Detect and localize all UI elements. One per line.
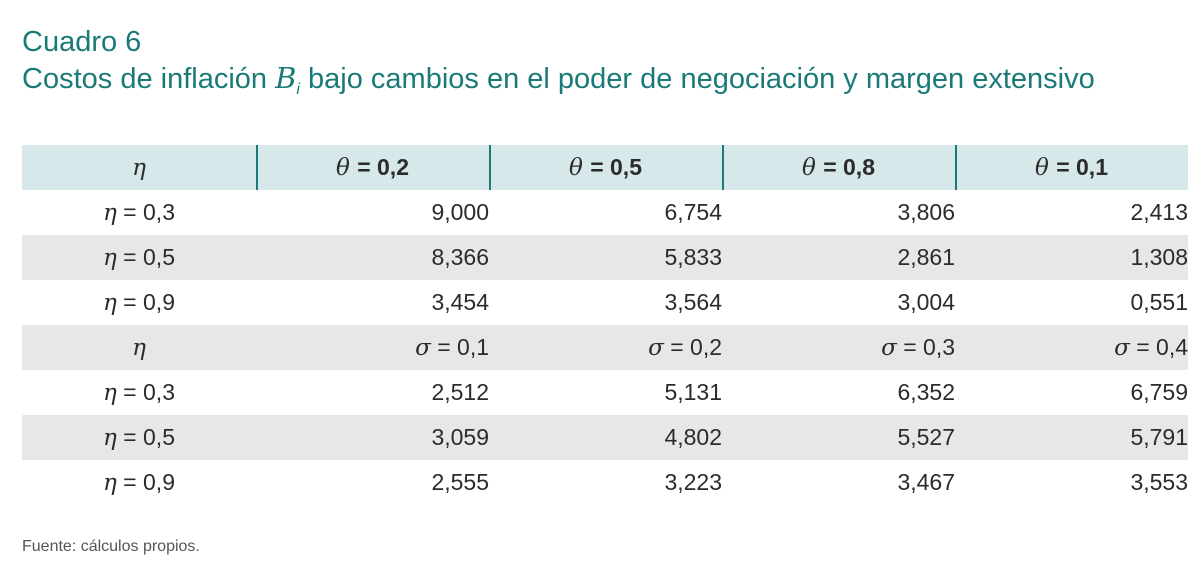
table-row: η = 0,5 8,366 5,833 2,861 1,308	[22, 235, 1188, 280]
table-cell: 0,551	[955, 280, 1188, 325]
header-cell: θ = 0,2	[256, 145, 489, 190]
table-row: η = 0,5 3,059 4,802 5,527 5,791	[22, 415, 1188, 460]
header-row: η θ = 0,2 θ = 0,5 θ = 0,8 θ = 0,1	[22, 145, 1188, 190]
table-cell: 6,352	[722, 370, 955, 415]
table-row: η = 0,9 2,555 3,223 3,467 3,553	[22, 460, 1188, 505]
table-cell: 4,802	[664, 424, 722, 450]
caption-title: Costos de inflación Bi bajo cambios en e…	[22, 60, 1095, 108]
subheader-cell: σ = 0,2	[648, 334, 722, 361]
table-caption: Cuadro 6 Costos de inflación Bi bajo cam…	[22, 24, 1095, 108]
caption-title-suffix: bajo cambios en el poder de negociación …	[308, 63, 1095, 95]
table-row: η = 0,9 3,454 3,564 3,004 0,551	[22, 280, 1188, 325]
table-cell: 6,759	[955, 370, 1188, 415]
table-cell: 2,555	[256, 460, 489, 505]
table-row: η = 0,3 2,512 5,131 6,352 6,759	[22, 370, 1188, 415]
table-cell: 3,467	[722, 460, 955, 505]
table-cell: 5,833	[664, 244, 722, 270]
inflation-costs-table: η θ = 0,2 θ = 0,5 θ = 0,8 θ = 0,1 η = 0,…	[22, 145, 1188, 505]
caption-symbol: B	[275, 61, 297, 95]
table-cell: 3,004	[722, 280, 955, 325]
table-cell: 3,553	[955, 460, 1188, 505]
table-cell: 2,512	[256, 370, 489, 415]
row-label: η = 0,3	[22, 190, 256, 235]
row-label: η = 0,9	[22, 280, 256, 325]
subheader-row-label: η	[132, 335, 146, 361]
table-cell: 3,806	[722, 190, 955, 235]
table-cell: 1,308	[1130, 244, 1188, 270]
row-label: η = 0,5	[103, 424, 175, 451]
header-cell: θ = 0,8	[722, 145, 955, 190]
table-cell: 2,413	[955, 190, 1188, 235]
table-cell: 3,454	[256, 280, 489, 325]
source-note: Fuente: cálculos propios.	[22, 538, 200, 555]
table-cell: 5,791	[1130, 424, 1188, 450]
row-label: η = 0,9	[22, 460, 256, 505]
table-cell: 3,564	[489, 280, 722, 325]
row-label: η = 0,3	[22, 370, 256, 415]
caption-subscript: i	[296, 81, 300, 98]
table-cell: 5,131	[489, 370, 722, 415]
table-cell: 5,527	[897, 424, 955, 450]
subheader-cell: σ = 0,4	[1114, 334, 1188, 361]
table-cell: 6,754	[489, 190, 722, 235]
table-row: η = 0,3 9,000 6,754 3,806 2,413	[22, 190, 1188, 235]
header-row-label: η	[132, 154, 146, 181]
header-cell: θ = 0,5	[489, 145, 722, 190]
table-cell: 3,223	[489, 460, 722, 505]
table-cell: 9,000	[256, 190, 489, 235]
subheader-cell: σ = 0,3	[881, 334, 955, 361]
row-label: η = 0,5	[103, 244, 175, 271]
caption-title-prefix: Costos de inflación	[22, 63, 268, 95]
table-cell: 8,366	[431, 244, 489, 270]
header-cell: θ = 0,1	[955, 145, 1188, 190]
caption-label: Cuadro 6	[22, 26, 142, 58]
table-cell: 2,861	[897, 244, 955, 270]
subheader-row: η σ = 0,1 σ = 0,2 σ = 0,3 σ = 0,4	[22, 325, 1188, 370]
subheader-cell: σ = 0,1	[415, 334, 489, 361]
table-cell: 3,059	[431, 424, 489, 450]
